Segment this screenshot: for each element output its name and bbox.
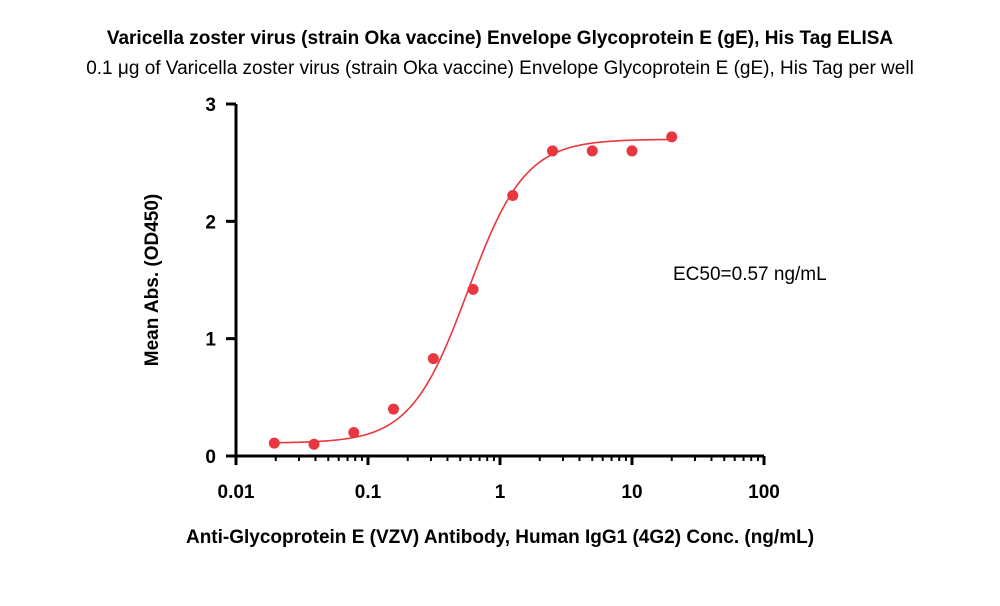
data-point <box>467 283 479 295</box>
data-point <box>348 427 360 439</box>
x-axis-title: Anti-Glycoprotein E (VZV) Antibody, Huma… <box>186 527 814 548</box>
x-tick-label: 0.01 <box>218 482 255 503</box>
y-tick-label: 1 <box>205 330 216 351</box>
data-point <box>387 403 399 415</box>
data-point <box>586 145 598 157</box>
x-tick-label: 1 <box>495 482 506 503</box>
data-point <box>626 145 638 157</box>
data-point <box>268 437 280 449</box>
y-tick-label: 0 <box>205 447 216 468</box>
ec50-annotation: EC50=0.57 ng/mL <box>673 264 827 285</box>
data-point <box>308 438 320 450</box>
fit-curve <box>274 138 672 444</box>
data-points <box>268 131 678 450</box>
x-tick-label: 100 <box>748 482 780 503</box>
axes: 0.01 0.1 1 10 100 0 1 2 3 <box>205 95 779 503</box>
x-tick-label: 0.1 <box>355 482 382 503</box>
y-axis-title: Mean Abs. (OD450) <box>142 194 163 366</box>
chart-title: Varicella zoster virus (strain Oka vacci… <box>106 28 894 49</box>
data-point <box>547 145 559 157</box>
data-point <box>666 131 678 143</box>
y-tick-label: 3 <box>205 95 216 116</box>
chart-subtitle: 0.1 μg of Varicella zoster virus (strain… <box>86 58 914 79</box>
x-tick-label: 10 <box>621 482 642 503</box>
data-point <box>507 190 519 202</box>
y-tick-label: 2 <box>205 212 216 233</box>
data-point <box>427 353 439 365</box>
